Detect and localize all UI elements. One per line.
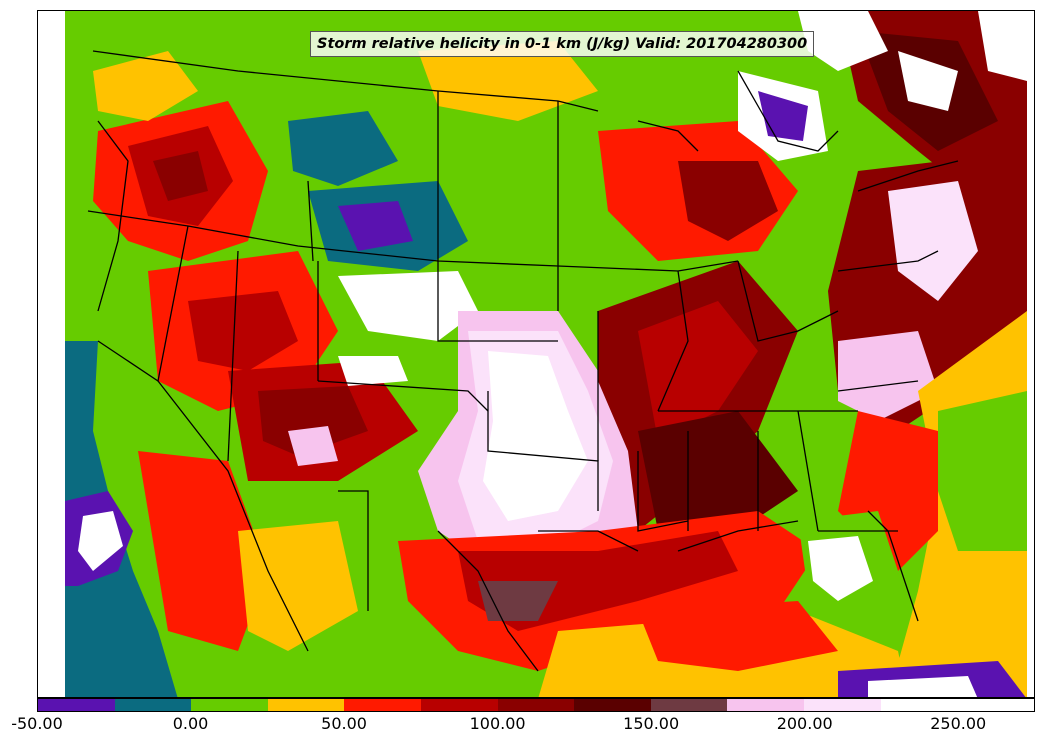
colorbar-segment bbox=[574, 699, 651, 711]
colorbar-segment bbox=[421, 699, 498, 711]
colorbar-tick-label: 50.00 bbox=[321, 714, 367, 733]
colorbar-tick-label: 100.00 bbox=[469, 714, 526, 733]
colorbar-segment bbox=[267, 699, 345, 711]
field-region bbox=[238, 521, 358, 651]
field-region bbox=[638, 601, 838, 671]
colorbar bbox=[37, 698, 1035, 712]
field-region bbox=[338, 201, 413, 251]
colorbar-segment bbox=[880, 699, 958, 711]
field-region bbox=[65, 341, 178, 697]
field-region bbox=[288, 426, 338, 466]
colorbar-tick-label: -50.00 bbox=[11, 714, 63, 733]
field-region bbox=[188, 291, 298, 371]
field-region bbox=[258, 386, 368, 456]
field-region bbox=[138, 451, 268, 651]
colorbar-segment bbox=[804, 699, 881, 711]
colorbar-segment bbox=[344, 699, 422, 711]
field-region bbox=[888, 181, 978, 301]
field-region bbox=[93, 51, 198, 121]
colorbar-tick-label: 0.00 bbox=[172, 714, 209, 733]
colorbar-tick-label: 200.00 bbox=[776, 714, 833, 733]
field-region bbox=[868, 676, 978, 697]
map-title: Storm relative helicity in 0-1 km (J/kg)… bbox=[310, 31, 815, 57]
field-region bbox=[898, 51, 958, 111]
field-region bbox=[288, 111, 398, 186]
colorbar-segment bbox=[650, 699, 728, 711]
helicity-field-map bbox=[38, 11, 1027, 697]
colorbar-segment bbox=[727, 699, 805, 711]
field-region bbox=[338, 356, 408, 386]
missing-data-edge bbox=[38, 11, 65, 697]
field-region bbox=[938, 391, 1027, 551]
colorbar-tick-label: 250.00 bbox=[930, 714, 987, 733]
field-region bbox=[638, 301, 758, 441]
colorbar-tick-label: 150.00 bbox=[623, 714, 680, 733]
colorbar-segment bbox=[497, 699, 575, 711]
field-region bbox=[808, 536, 873, 601]
field-region bbox=[978, 11, 1027, 81]
field-region bbox=[338, 271, 478, 341]
field-region bbox=[483, 351, 588, 521]
field-region bbox=[678, 161, 778, 241]
field-region bbox=[838, 331, 938, 421]
map-plot-area: Storm relative helicity in 0-1 km (J/kg)… bbox=[37, 10, 1035, 698]
political-boundaries bbox=[87, 50, 959, 672]
colorbar-segment bbox=[114, 699, 192, 711]
field-region bbox=[153, 151, 208, 201]
field-region bbox=[78, 511, 123, 571]
field-region bbox=[798, 11, 888, 71]
colorbar-segment bbox=[957, 699, 1034, 711]
colorbar-segment bbox=[191, 699, 268, 711]
colorbar-segment bbox=[38, 699, 115, 711]
